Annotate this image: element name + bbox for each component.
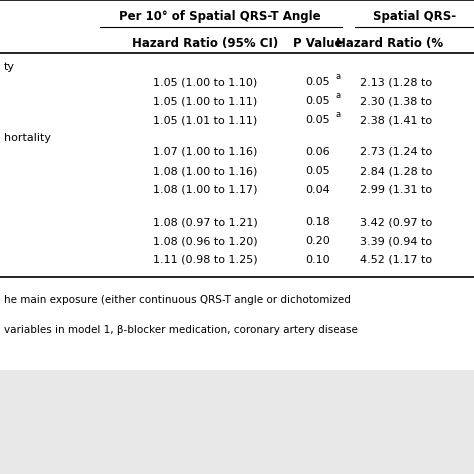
Bar xyxy=(0,0,474,370)
Text: 0.10: 0.10 xyxy=(306,255,330,265)
Text: 1.05 (1.01 to 1.11): 1.05 (1.01 to 1.11) xyxy=(153,115,257,125)
Text: 2.84 (1.28 to: 2.84 (1.28 to xyxy=(360,166,432,176)
Text: 3.39 (0.94 to: 3.39 (0.94 to xyxy=(360,236,432,246)
Text: 0.18: 0.18 xyxy=(306,217,330,227)
Text: a: a xyxy=(336,72,341,81)
Text: 0.20: 0.20 xyxy=(306,236,330,246)
Text: Per 10° of Spatial QRS-T Angle: Per 10° of Spatial QRS-T Angle xyxy=(119,9,321,22)
Text: 2.73 (1.24 to: 2.73 (1.24 to xyxy=(360,147,432,157)
Text: 0.06: 0.06 xyxy=(306,147,330,157)
Text: 1.08 (0.96 to 1.20): 1.08 (0.96 to 1.20) xyxy=(153,236,257,246)
Text: 0.05: 0.05 xyxy=(306,115,330,125)
Text: 2.30 (1.38 to: 2.30 (1.38 to xyxy=(360,96,432,106)
Text: Hazard Ratio (%: Hazard Ratio (% xyxy=(337,36,444,49)
Text: Spatial QRS-: Spatial QRS- xyxy=(374,9,456,22)
Text: 1.11 (0.98 to 1.25): 1.11 (0.98 to 1.25) xyxy=(153,255,257,265)
Text: 1.07 (1.00 to 1.16): 1.07 (1.00 to 1.16) xyxy=(153,147,257,157)
Text: a: a xyxy=(336,109,341,118)
Text: variables in model 1, β-blocker medication, coronary artery disease: variables in model 1, β-blocker medicati… xyxy=(4,325,358,335)
Text: ty: ty xyxy=(4,62,15,72)
Text: 0.04: 0.04 xyxy=(306,185,330,195)
Text: 1.08 (0.97 to 1.21): 1.08 (0.97 to 1.21) xyxy=(153,217,257,227)
Text: he main exposure (either continuous QRS-T angle or dichotomized: he main exposure (either continuous QRS-… xyxy=(4,295,351,305)
Text: P Value: P Value xyxy=(293,36,343,49)
Text: 2.99 (1.31 to: 2.99 (1.31 to xyxy=(360,185,432,195)
Text: 4.52 (1.17 to: 4.52 (1.17 to xyxy=(360,255,432,265)
Text: 1.05 (1.00 to 1.11): 1.05 (1.00 to 1.11) xyxy=(153,96,257,106)
Text: 2.13 (1.28 to: 2.13 (1.28 to xyxy=(360,77,432,87)
Text: hortality: hortality xyxy=(4,133,51,143)
Text: 0.05: 0.05 xyxy=(306,77,330,87)
Text: 3.42 (0.97 to: 3.42 (0.97 to xyxy=(360,217,432,227)
Text: 1.08 (1.00 to 1.16): 1.08 (1.00 to 1.16) xyxy=(153,166,257,176)
Text: a: a xyxy=(336,91,341,100)
Text: 2.38 (1.41 to: 2.38 (1.41 to xyxy=(360,115,432,125)
Text: 0.05: 0.05 xyxy=(306,166,330,176)
Text: 1.08 (1.00 to 1.17): 1.08 (1.00 to 1.17) xyxy=(153,185,257,195)
Text: 1.05 (1.00 to 1.10): 1.05 (1.00 to 1.10) xyxy=(153,77,257,87)
Text: 0.05: 0.05 xyxy=(306,96,330,106)
Text: Hazard Ratio (95% CI): Hazard Ratio (95% CI) xyxy=(132,36,278,49)
